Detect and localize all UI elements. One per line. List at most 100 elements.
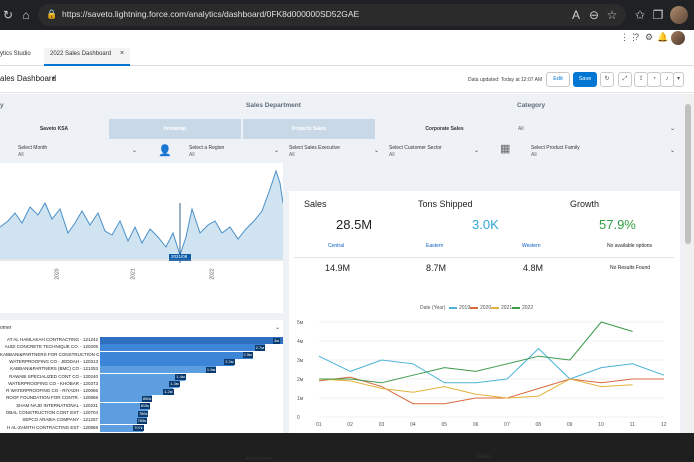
customer-bar[interactable] <box>100 395 152 403</box>
customer-bar[interactable] <box>100 417 147 425</box>
browser-profile-avatar[interactable] <box>670 6 688 24</box>
kpi-card: Sales 28.5M Tons Shipped 3.0K Growth 57.… <box>289 191 680 303</box>
customer-bar[interactable] <box>100 388 174 396</box>
series-line-2022[interactable] <box>319 321 633 384</box>
category-select-value[interactable]: All <box>518 126 524 132</box>
region-select[interactable]: All <box>189 152 195 158</box>
page-scrollbar[interactable] <box>682 94 694 433</box>
customer-name: OBAL CONSTRUCTION CONT EST - 120704 <box>5 410 98 415</box>
scrollbar-thumb[interactable] <box>685 104 691 244</box>
month-label: Select Month <box>18 145 48 151</box>
chevron-down-icon[interactable]: ⌄ <box>275 325 281 331</box>
year-label-2022: 2022 <box>209 268 216 280</box>
y-tick-label: 4м <box>297 339 304 345</box>
customer-bar[interactable] <box>100 337 283 344</box>
customer-bar-value: 1.4м <box>175 374 186 380</box>
no-options-text: No available options <box>607 243 653 249</box>
month-select[interactable]: All <box>18 152 24 158</box>
chevron-down-icon[interactable]: ⌄ <box>670 126 676 132</box>
sales-exec-select[interactable]: All <box>289 152 295 158</box>
customer-bar[interactable] <box>100 351 253 359</box>
customer-name: RAWABI SPECIALIZED CONT CO - 120240 <box>9 373 98 379</box>
customer-sector-select[interactable]: All <box>389 152 395 158</box>
customers-title: omer <box>0 325 12 331</box>
product-family-select[interactable]: All <box>531 152 537 158</box>
series-line-2020[interactable] <box>318 376 664 405</box>
share-icon[interactable]: ⇪ <box>634 72 648 87</box>
legend-entry[interactable]: 2019 <box>459 305 471 311</box>
fullscreen-icon[interactable]: ⤢ <box>618 72 632 87</box>
chevron-down-icon[interactable]: ⌄ <box>132 148 138 154</box>
sales-by-month-card: Date (Year) 2019 2020 2021 2022 0 1м 2м 3м 4м 5м… <box>289 302 680 433</box>
legend-entry[interactable]: 2022 <box>522 305 534 311</box>
help-icon[interactable]: ? <box>634 32 640 42</box>
growth-label: Growth <box>570 199 600 209</box>
y-tick-label: 5м <box>297 320 304 326</box>
app-launcher-icon[interactable]: ⋮⋮ <box>620 32 638 42</box>
series-line-2019[interactable] <box>318 347 665 384</box>
customer-bar[interactable] <box>100 344 265 352</box>
toggle-saveto-ksa[interactable]: Saveto KSA <box>39 126 69 132</box>
edit-button[interactable]: Edit <box>546 72 570 87</box>
collections-icon[interactable]: ❐ <box>652 8 664 22</box>
customer-bar[interactable] <box>100 358 235 366</box>
legend-title: Date (Year) <box>420 305 446 311</box>
refresh-icon[interactable]: ↻ <box>600 72 614 87</box>
toggle-innowrap[interactable]: Innowrap <box>109 119 241 139</box>
close-tab-icon[interactable]: × <box>120 50 125 57</box>
toggle-projects-sales[interactable]: Projects Sales <box>243 119 375 139</box>
global-header: ⋮⋮ ? ⚙ 🔔 <box>0 30 694 48</box>
chevron-down-icon[interactable]: ⌄ <box>274 148 280 154</box>
sales-metric-value: 28.5M <box>336 217 373 232</box>
toggle-corporate-sales[interactable]: Corporate Sales <box>425 126 464 132</box>
home-icon[interactable]: ⌂ <box>22 8 30 22</box>
favorites-icon[interactable]: ✩ <box>634 8 646 22</box>
y-tick-label: 0 <box>297 415 300 421</box>
notification-bell-icon[interactable]: 🔔 <box>657 32 669 42</box>
legend-swatch <box>449 307 457 309</box>
lock-icon: 🔒 <box>46 9 58 19</box>
subscribe-icon[interactable]: ◔ <box>647 72 661 87</box>
more-actions-icon[interactable]: ▾ <box>673 72 684 87</box>
dashboard-canvas: y Sales Department Category Saveto KSA I… <box>0 94 682 462</box>
year-label-2021: 2021 <box>130 268 137 280</box>
customer-bar[interactable] <box>100 373 186 381</box>
address-bar[interactable]: 🔒 https://saveto.lightning.force.com/ana… <box>38 4 626 26</box>
setup-gear-icon[interactable]: ⚙ <box>645 32 654 42</box>
x-tick-label: 11 <box>630 422 635 428</box>
favorite-star-icon[interactable]: ☆ <box>606 8 618 22</box>
legend-entry[interactable]: 2020 <box>480 305 492 311</box>
series-line-2021[interactable] <box>318 378 633 399</box>
read-aloud-icon[interactable]: A <box>571 8 580 22</box>
customer-bar[interactable] <box>100 402 150 410</box>
dashboard-header: ales Dashboard ▾ Data updated: Today at … <box>0 67 694 93</box>
save-button[interactable]: Save <box>573 72 597 87</box>
eastern-value: 8.7M <box>426 263 447 273</box>
legend-swatch <box>470 307 478 309</box>
customer-bar[interactable] <box>100 410 148 417</box>
chevron-down-icon[interactable]: ▾ <box>52 76 56 82</box>
tab-2022-sales-dashboard[interactable]: 2022 Sales Dashboard × <box>44 48 130 66</box>
legend-entry[interactable]: 2021 <box>501 305 513 311</box>
customer-bar[interactable] <box>100 424 144 432</box>
chevron-down-icon[interactable]: ⌄ <box>374 148 380 154</box>
y-tick-label: 1м <box>297 396 304 402</box>
data-updated-text: Data updated: Today at 12:07 AM <box>468 77 543 83</box>
x-tick-label: 07 <box>504 422 510 428</box>
zoom-icon[interactable]: ⊖ <box>588 8 600 22</box>
x-tick-label: 06 <box>473 422 479 428</box>
x-tick-label: 09 <box>567 422 573 428</box>
reload-icon[interactable]: ↻ <box>2 8 14 22</box>
chevron-down-icon[interactable]: ⌄ <box>670 148 676 154</box>
chevron-down-icon[interactable]: ⌄ <box>474 148 480 154</box>
customer-name: KABBANI&PARTNERS (BMC) CO - 121253 <box>10 366 98 372</box>
x-tick-label: 08 <box>536 422 542 428</box>
year-label-2020: 2020 <box>54 268 61 280</box>
user-avatar[interactable] <box>671 31 685 45</box>
customer-name: R WATERPROOFING CO - RIYADH - 120066 <box>6 388 98 394</box>
tab-analytics-studio[interactable]: ytics Studio <box>0 51 31 57</box>
notify-icon[interactable]: ♪ <box>660 72 674 87</box>
y-tick-label: 2м <box>297 377 304 383</box>
customer-bar[interactable] <box>100 366 216 374</box>
customer-bar[interactable] <box>100 380 180 388</box>
